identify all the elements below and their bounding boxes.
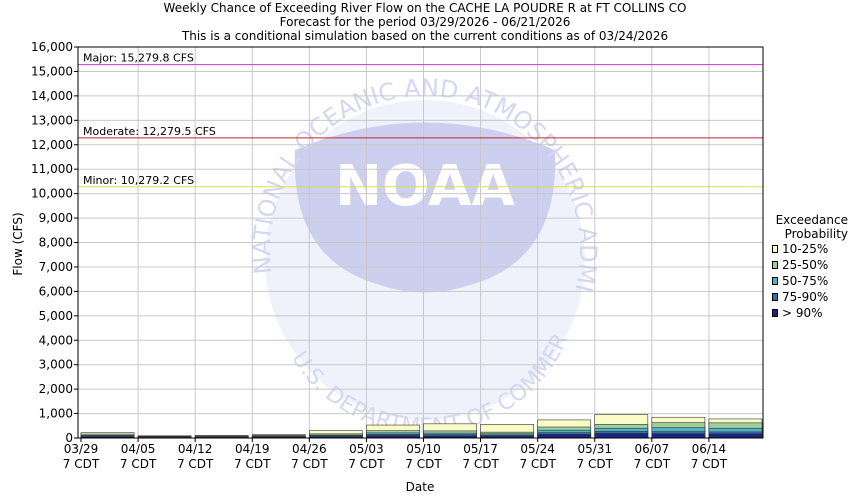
x-tick-sublabel: 7 CDT xyxy=(405,457,442,471)
legend-title-line-1: Exceedance xyxy=(775,213,848,227)
legend-label: 75-90% xyxy=(782,290,829,304)
x-tick-label: 05/03 xyxy=(349,442,384,456)
x-tick-label: 05/17 xyxy=(463,442,498,456)
bar-segment xyxy=(708,433,763,439)
gridlines xyxy=(78,47,763,438)
bar-segment xyxy=(537,434,592,439)
x-tick-label: 06/14 xyxy=(692,442,727,456)
legend-swatch xyxy=(772,293,778,301)
bar-segment xyxy=(651,433,706,439)
y-tick-label: 12,000 xyxy=(31,138,73,152)
title-line-3: This is a conditional simulation based o… xyxy=(181,29,669,43)
x-tick-label: 05/10 xyxy=(406,442,441,456)
title-line-2: Forecast for the period 03/29/2026 - 06/… xyxy=(279,15,571,29)
y-axis-label: Flow (CFS) xyxy=(11,212,25,275)
x-tick-sublabel: 7 CDT xyxy=(634,457,671,471)
x-tick-sublabel: 7 CDT xyxy=(177,457,214,471)
x-tick-label: 03/29 xyxy=(64,442,99,456)
noaa-watermark: NOAA NATIONAL OCEANIC AND ATMOSPHERIC AD… xyxy=(0,0,602,440)
legend-swatch xyxy=(772,277,778,285)
x-tick-sublabel: 7 CDT xyxy=(462,457,499,471)
y-tick-label: 8,000 xyxy=(39,236,73,250)
x-tick-sublabel: 7 CDT xyxy=(691,457,728,471)
x-tick-label: 04/19 xyxy=(235,442,270,456)
y-tick-label: 5,000 xyxy=(39,309,73,323)
threshold-label: Major: 15,279.8 CFS xyxy=(83,52,194,65)
x-tick-sublabel: 7 CDT xyxy=(519,457,556,471)
y-tick-label: 11,000 xyxy=(31,162,73,176)
x-tick-label: 04/05 xyxy=(121,442,156,456)
legend-swatch xyxy=(772,261,778,269)
legend-label: 25-50% xyxy=(782,258,829,272)
legend-item: > 90% xyxy=(772,305,848,321)
legend: Exceedance Probability 10-25% 25-50% 50-75… xyxy=(772,213,848,321)
x-axis-label: Date xyxy=(406,480,435,494)
y-tick-label: 10,000 xyxy=(31,187,73,201)
x-tick-sublabel: 7 CDT xyxy=(577,457,614,471)
y-tick-label: 3,000 xyxy=(39,358,73,372)
legend-label: > 90% xyxy=(782,306,823,320)
legend-title-line-2: Probability xyxy=(784,227,848,241)
y-tick-label: 13,000 xyxy=(31,113,73,127)
y-tick-label: 2,000 xyxy=(39,382,73,396)
legend-item: 25-50% xyxy=(772,257,848,273)
x-tick-label: 05/31 xyxy=(577,442,612,456)
y-tick-label: 1,000 xyxy=(39,407,73,421)
y-tick-label: 16,000 xyxy=(31,40,73,54)
x-tick-label: 04/12 xyxy=(178,442,213,456)
legend-item: 75-90% xyxy=(772,289,848,305)
x-tick-sublabel: 7 CDT xyxy=(234,457,271,471)
x-tick-label: 04/26 xyxy=(292,442,327,456)
legend-label: 10-25% xyxy=(782,242,829,256)
x-tick-sublabel: 7 CDT xyxy=(63,457,100,471)
legend-item: 10-25% xyxy=(772,241,848,257)
x-tick-sublabel: 7 CDT xyxy=(348,457,385,471)
bar-segment xyxy=(594,433,649,439)
threshold-label: Moderate: 12,279.5 CFS xyxy=(83,125,216,138)
threshold-lines: Major: 15,279.8 CFS Moderate: 12,279.5 CF… xyxy=(78,52,763,188)
y-tick-label: 4,000 xyxy=(39,333,73,347)
x-tick-sublabel: 7 CDT xyxy=(120,457,157,471)
y-tick-label: 9,000 xyxy=(39,211,73,225)
y-tick-label: 6,000 xyxy=(39,284,73,298)
watermark-bird-shape xyxy=(294,122,556,293)
title-line-1: Weekly Chance of Exceeding River Flow on… xyxy=(163,1,687,15)
y-axis-ticks: 0 1,000 2,000 3,000 4,000 5,000 6,000 7,000 8,00… xyxy=(31,40,78,445)
legend-swatch xyxy=(772,245,778,253)
x-tick-sublabel: 7 CDT xyxy=(291,457,328,471)
chart-title: Weekly Chance of Exceeding River Flow on… xyxy=(0,1,850,43)
y-tick-label: 0 xyxy=(65,431,73,445)
threshold-label: Minor: 10,279.2 CFS xyxy=(83,174,194,187)
legend-label: 50-75% xyxy=(782,274,829,288)
legend-swatch xyxy=(772,309,778,317)
legend-item: 50-75% xyxy=(772,273,848,289)
y-tick-label: 14,000 xyxy=(31,89,73,103)
y-tick-label: 15,000 xyxy=(31,64,73,78)
x-tick-label: 06/07 xyxy=(635,442,670,456)
x-tick-label: 05/24 xyxy=(520,442,555,456)
y-tick-label: 7,000 xyxy=(39,260,73,274)
